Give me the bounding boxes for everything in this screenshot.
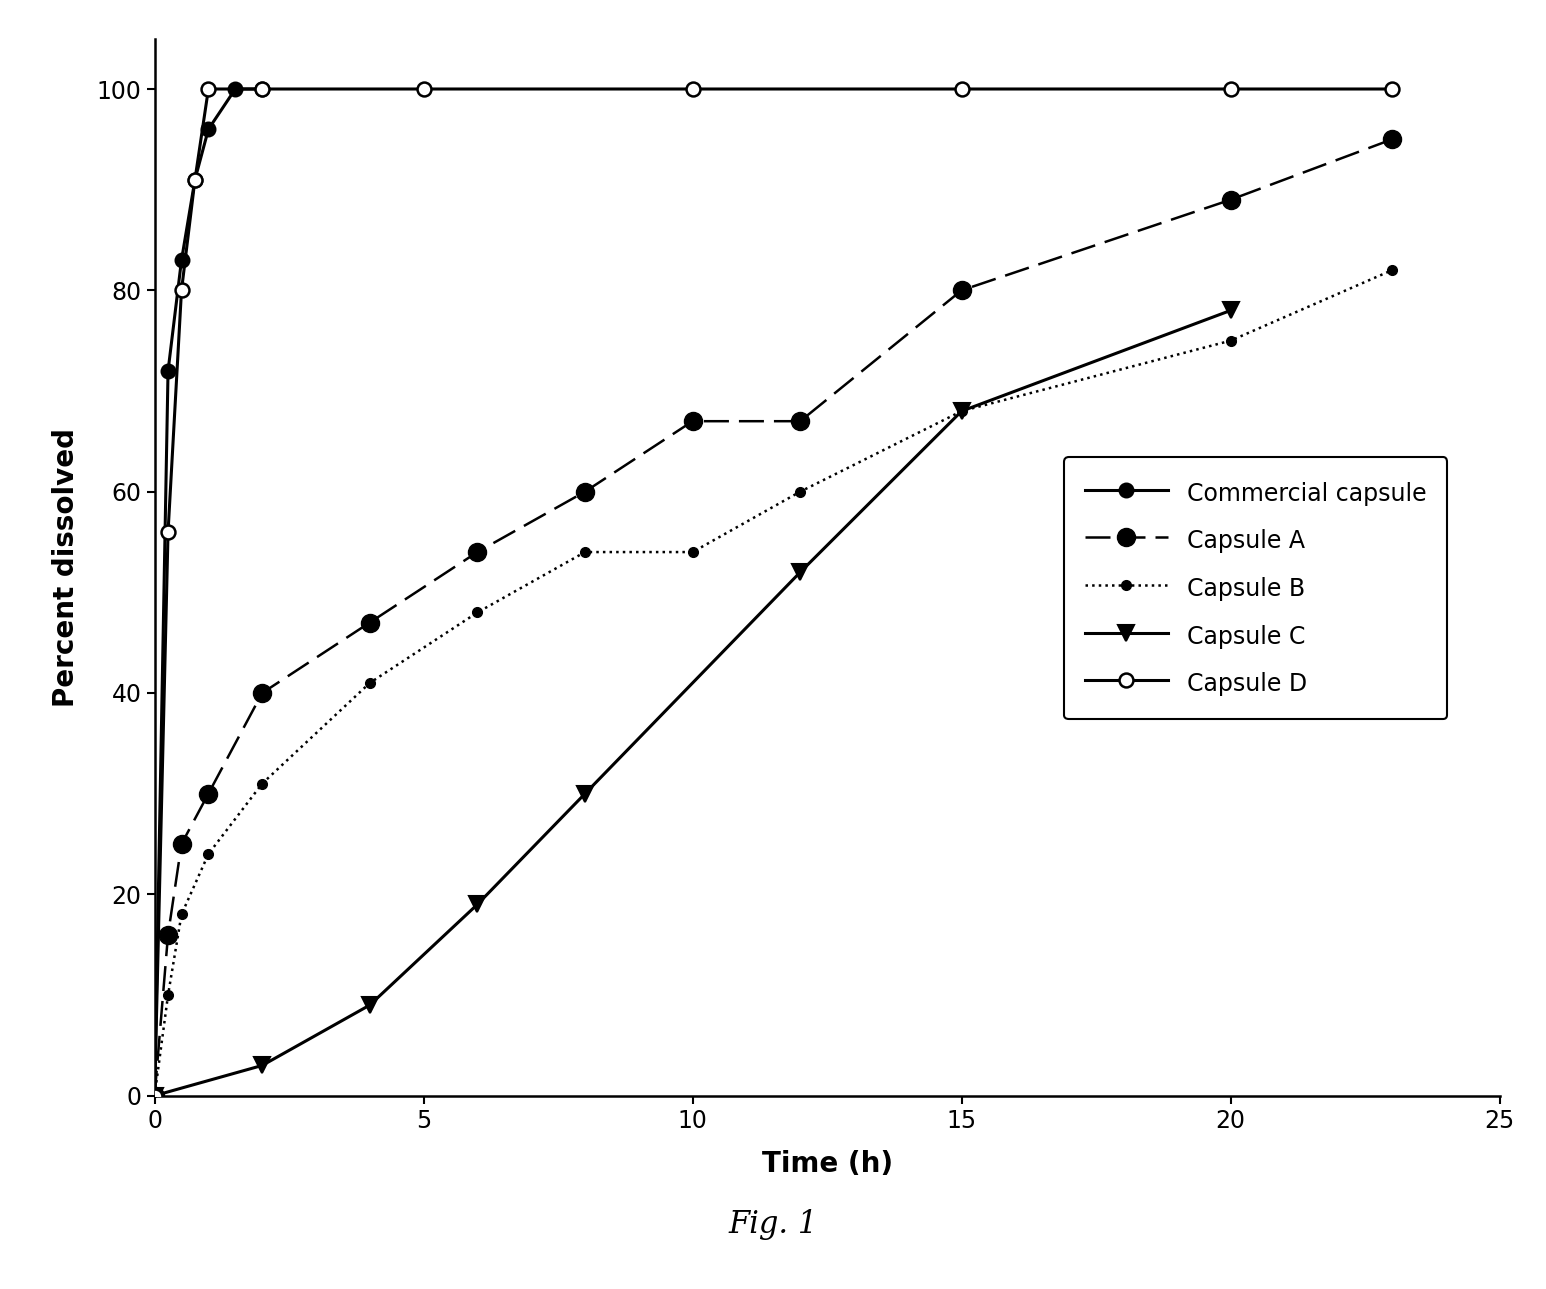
Capsule B — [575, 544, 594, 559]
Capsule A — [145, 1088, 164, 1103]
Capsule A — [683, 414, 702, 429]
Legend: Commercial capsule, Capsule A, Capsule B, Capsule C, Capsule D: Commercial capsule, Capsule A, Capsule B… — [1064, 458, 1447, 719]
Capsule D — [145, 1088, 164, 1103]
X-axis label: Time (h): Time (h) — [762, 1150, 892, 1178]
Capsule B — [1221, 333, 1240, 348]
Capsule C — [468, 897, 487, 913]
Capsule A — [172, 837, 190, 852]
Commercial capsule — [226, 81, 244, 97]
Capsule D — [952, 81, 971, 97]
Capsule A — [952, 282, 971, 298]
Capsule B — [199, 847, 218, 862]
Line: Commercial capsule: Commercial capsule — [148, 82, 269, 1102]
Text: Fig. 1: Fig. 1 — [728, 1209, 818, 1240]
Capsule C — [792, 565, 810, 580]
Capsule D — [172, 282, 190, 298]
Capsule B — [145, 1088, 164, 1103]
Capsule C — [254, 1058, 272, 1074]
Capsule A — [360, 615, 379, 630]
Capsule D — [1382, 81, 1401, 97]
Commercial capsule — [159, 363, 178, 379]
Commercial capsule — [172, 253, 190, 268]
Capsule D — [199, 81, 218, 97]
Capsule B — [360, 675, 379, 691]
Capsule A — [159, 927, 178, 942]
Line: Capsule A: Capsule A — [145, 130, 1401, 1105]
Capsule B — [792, 483, 810, 499]
Capsule D — [414, 81, 433, 97]
Line: Capsule C: Capsule C — [147, 302, 1238, 1103]
Capsule B — [159, 987, 178, 1003]
Commercial capsule — [145, 1088, 164, 1103]
Capsule B — [1382, 263, 1401, 278]
Capsule B — [683, 544, 702, 559]
Capsule B — [468, 605, 487, 620]
Capsule A — [575, 483, 594, 499]
Capsule D — [186, 171, 204, 187]
Capsule A — [1221, 192, 1240, 208]
Commercial capsule — [199, 121, 218, 137]
Commercial capsule — [186, 171, 204, 187]
Capsule A — [468, 544, 487, 559]
Capsule D — [1221, 81, 1240, 97]
Capsule B — [254, 776, 272, 791]
Capsule C — [952, 403, 971, 419]
Capsule C — [360, 998, 379, 1013]
Capsule A — [254, 686, 272, 701]
Capsule A — [792, 414, 810, 429]
Capsule A — [199, 786, 218, 802]
Y-axis label: Percent dissolved: Percent dissolved — [53, 428, 80, 706]
Capsule C — [145, 1088, 164, 1103]
Capsule B — [172, 906, 190, 922]
Commercial capsule — [254, 81, 272, 97]
Capsule A — [1382, 131, 1401, 147]
Capsule D — [683, 81, 702, 97]
Line: Capsule D: Capsule D — [148, 82, 1399, 1102]
Capsule D — [159, 525, 178, 540]
Capsule C — [1221, 303, 1240, 318]
Capsule D — [254, 81, 272, 97]
Line: Capsule B: Capsule B — [150, 266, 1398, 1101]
Capsule C — [575, 786, 594, 802]
Capsule B — [952, 403, 971, 419]
